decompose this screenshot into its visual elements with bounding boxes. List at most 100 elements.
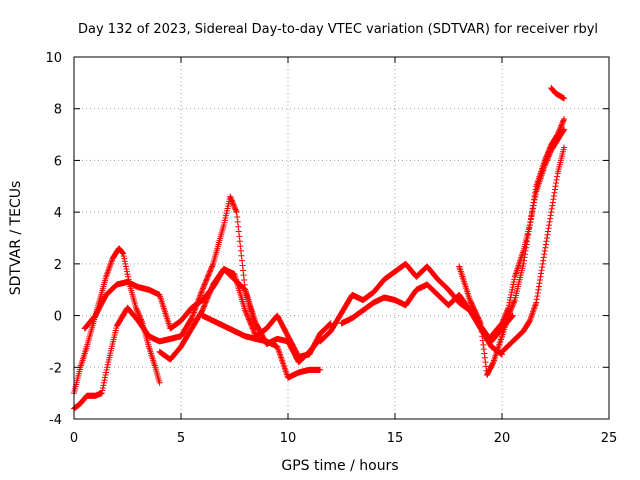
gridlines bbox=[74, 57, 609, 419]
data-point bbox=[206, 289, 213, 296]
data-point bbox=[100, 379, 107, 386]
data-point bbox=[528, 210, 535, 217]
data-point bbox=[103, 369, 110, 376]
data-point bbox=[536, 277, 543, 284]
data-point bbox=[197, 292, 204, 299]
y-tick-label: -2 bbox=[49, 361, 62, 376]
data-point bbox=[526, 222, 533, 229]
data-point bbox=[199, 285, 206, 292]
data-point bbox=[553, 176, 560, 183]
data-point bbox=[532, 194, 539, 201]
data-point bbox=[561, 95, 568, 102]
data-point bbox=[489, 360, 496, 367]
data-point bbox=[229, 198, 236, 205]
data-point bbox=[509, 303, 516, 310]
data-point bbox=[124, 271, 131, 278]
data-point bbox=[561, 126, 568, 133]
data-point bbox=[206, 269, 213, 276]
data-point bbox=[204, 275, 211, 282]
data-point bbox=[189, 312, 196, 319]
data-point bbox=[200, 304, 207, 311]
data-point bbox=[206, 290, 213, 297]
data-point bbox=[545, 153, 552, 160]
data-point bbox=[503, 309, 510, 316]
axis-ticks: 0 5 10 15 20 25 -4 -2 0 2 4 6 8 10 bbox=[45, 51, 617, 446]
data-point bbox=[558, 122, 565, 129]
data-point bbox=[207, 288, 214, 295]
data-point bbox=[510, 281, 517, 288]
data-point bbox=[209, 262, 216, 269]
data-point bbox=[533, 299, 540, 306]
data-point bbox=[543, 238, 550, 245]
data-point bbox=[544, 231, 551, 238]
data-point bbox=[478, 328, 485, 335]
data-point bbox=[546, 150, 553, 157]
data-point bbox=[190, 310, 197, 317]
data-point bbox=[204, 273, 211, 280]
data-point bbox=[243, 309, 250, 316]
data-point bbox=[558, 121, 565, 128]
data-point bbox=[205, 272, 212, 279]
data-point bbox=[511, 276, 518, 283]
data-point bbox=[536, 280, 543, 287]
data-point bbox=[482, 363, 489, 370]
data-point bbox=[250, 326, 257, 333]
data-point bbox=[200, 284, 207, 291]
data-point bbox=[244, 313, 251, 320]
data-point bbox=[242, 307, 249, 314]
data-point bbox=[509, 313, 516, 320]
data-point bbox=[119, 249, 126, 256]
data-point bbox=[249, 324, 256, 331]
data-point bbox=[533, 296, 540, 303]
data-point bbox=[544, 156, 551, 163]
data-point bbox=[203, 276, 210, 283]
data-point bbox=[506, 299, 513, 306]
data-point bbox=[247, 320, 254, 327]
series-sat-e bbox=[199, 312, 324, 381]
data-point bbox=[99, 387, 106, 394]
data-point bbox=[208, 285, 215, 292]
data-point bbox=[202, 299, 209, 306]
data-point bbox=[557, 123, 564, 130]
data-point bbox=[507, 297, 514, 304]
data-point bbox=[134, 308, 141, 315]
data-point bbox=[502, 311, 509, 318]
data-point bbox=[547, 149, 554, 156]
data-point bbox=[102, 372, 109, 379]
data-point bbox=[528, 213, 535, 220]
data-point bbox=[243, 311, 250, 318]
data-point bbox=[247, 319, 254, 326]
data-point bbox=[504, 306, 511, 313]
data-point bbox=[546, 218, 553, 225]
data-point bbox=[239, 262, 246, 269]
data-point bbox=[104, 364, 111, 371]
data-point bbox=[535, 283, 542, 290]
y-tick-label: -4 bbox=[49, 413, 62, 428]
data-point bbox=[501, 313, 508, 320]
series-sat-k bbox=[548, 85, 568, 102]
data-point bbox=[203, 297, 210, 304]
data-point bbox=[99, 384, 106, 391]
data-point bbox=[551, 189, 558, 196]
y-tick-label: 8 bbox=[54, 103, 62, 118]
data-point bbox=[246, 317, 253, 324]
data-point bbox=[238, 252, 245, 259]
data-point bbox=[481, 354, 488, 361]
data-point bbox=[238, 257, 245, 264]
data-point bbox=[549, 199, 556, 206]
data-point bbox=[527, 219, 534, 226]
data-point bbox=[500, 317, 507, 324]
data-point bbox=[135, 311, 142, 318]
data-point bbox=[228, 196, 235, 203]
data-point bbox=[203, 277, 210, 284]
y-axis-label: SDTVAR / TECUs bbox=[8, 181, 24, 296]
data-point bbox=[233, 207, 240, 214]
data-point bbox=[251, 329, 258, 336]
data-point bbox=[560, 127, 567, 134]
data-point bbox=[244, 312, 251, 319]
data-point bbox=[201, 302, 208, 309]
data-point bbox=[509, 286, 516, 293]
series-sat-j bbox=[499, 144, 568, 355]
data-point bbox=[202, 300, 209, 307]
